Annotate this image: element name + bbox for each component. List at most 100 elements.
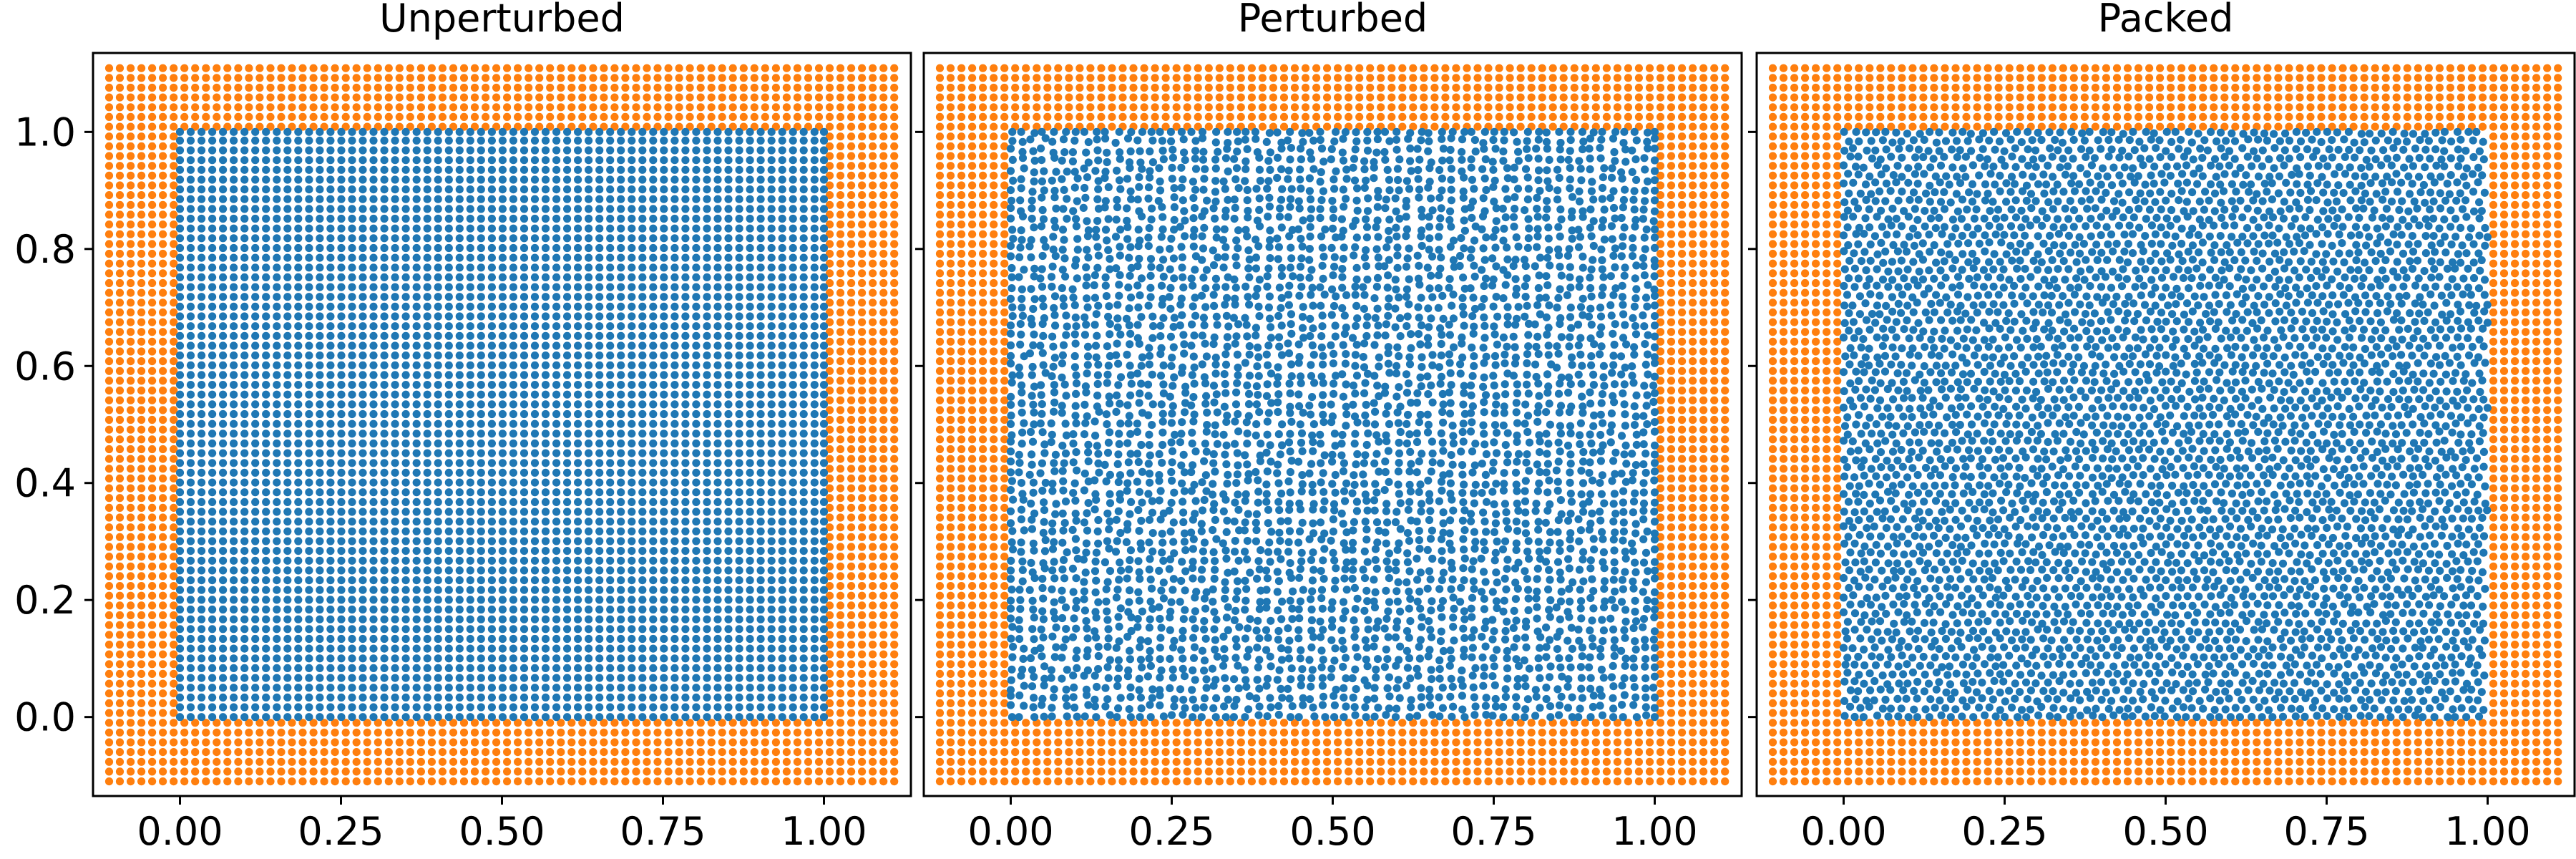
fluid-particle [660,146,668,155]
fluid-particle [541,605,550,614]
fluid-particle [230,136,238,145]
fluid-particle [208,243,217,253]
fluid-particle [230,234,238,243]
fluid-particle [326,361,335,369]
fluid-particle [455,390,464,399]
boundary-particle [148,757,157,766]
fluid-particle [251,253,260,262]
fluid-particle [305,253,313,262]
fluid-particle [316,234,324,243]
boundary-particle [148,699,157,708]
fluid-particle [305,625,313,634]
fluid-particle [606,537,615,545]
boundary-particle [858,278,867,288]
boundary-particle [331,83,339,92]
boundary-particle [395,719,404,727]
boundary-particle [890,240,899,248]
fluid-particle [466,331,474,340]
fluid-particle [487,214,497,223]
fluid-particle [240,537,249,545]
fluid-particle [466,127,474,136]
fluid-particle [477,547,485,555]
boundary-particle [159,132,167,141]
boundary-particle [879,191,888,200]
fluid-particle [175,498,185,507]
fluid-particle [477,527,485,535]
boundary-particle [514,757,522,766]
boundary-particle [675,719,683,727]
fluid-particle [230,127,238,136]
boundary-particle [159,415,167,424]
boundary-particle [771,74,780,82]
fluid-particle [660,205,668,213]
boundary-particle [750,748,758,757]
fluid-particle [574,547,582,555]
fluid-particle [574,468,582,477]
fluid-particle [606,409,615,419]
fluid-particle [670,175,679,184]
fluid-particle [552,205,561,213]
fluid-particle [219,156,228,165]
fluid-particle [692,195,701,203]
fluid-particle [477,390,485,399]
fluid-particle [348,556,356,565]
fluid-particle [337,156,346,165]
boundary-particle [255,93,264,102]
boundary-particle [879,572,888,581]
boundary-particle [438,767,447,776]
fluid-particle [681,224,690,233]
fluid-particle [423,381,431,389]
fluid-particle [713,302,722,311]
boundary-particle [557,74,565,82]
fluid-particle [294,341,303,350]
boundary-particle [761,719,769,727]
fluid-particle [326,195,335,203]
fluid-particle [369,547,378,555]
fluid-particle [423,351,431,360]
boundary-particle [836,425,845,434]
fluid-particle [391,253,399,262]
fluid-particle [498,713,507,722]
boundary-particle [127,299,135,307]
boundary-particle [148,387,157,395]
fluid-particle [670,566,679,575]
fluid-particle [519,136,529,145]
fluid-particle [230,527,238,535]
fluid-particle [197,537,206,545]
boundary-particle [459,738,469,747]
fluid-particle [423,566,431,575]
fluid-particle [401,518,410,526]
boundary-particle [115,669,125,679]
fluid-particle [240,713,249,722]
fluid-particle [606,214,615,223]
boundary-particle [869,660,877,669]
fluid-particle [617,419,625,428]
fluid-particle [713,351,722,360]
fluid-particle [358,351,367,360]
boundary-particle [836,328,845,336]
fluid-particle [670,331,679,340]
fluid-particle [649,664,658,673]
fluid-particle [487,468,497,477]
fluid-particle [552,664,561,673]
fluid-particle [552,596,561,604]
fluid-particle [240,400,249,409]
fluid-particle [305,156,313,165]
fluid-particle [585,400,593,409]
boundary-particle [202,64,210,72]
fluid-particle [219,185,228,194]
fluid-particle [466,400,474,409]
boundary-particle [104,162,114,170]
boundary-particle [869,523,877,532]
boundary-particle [384,748,393,757]
boundary-particle [879,425,888,434]
fluid-particle [477,605,485,614]
fluid-particle [595,175,604,184]
fluid-particle [434,381,442,389]
fluid-particle [617,263,625,272]
fluid-particle [606,674,615,682]
boundary-particle [459,728,469,737]
boundary-particle [492,777,501,786]
boundary-particle [847,689,856,698]
fluid-particle [230,390,238,399]
